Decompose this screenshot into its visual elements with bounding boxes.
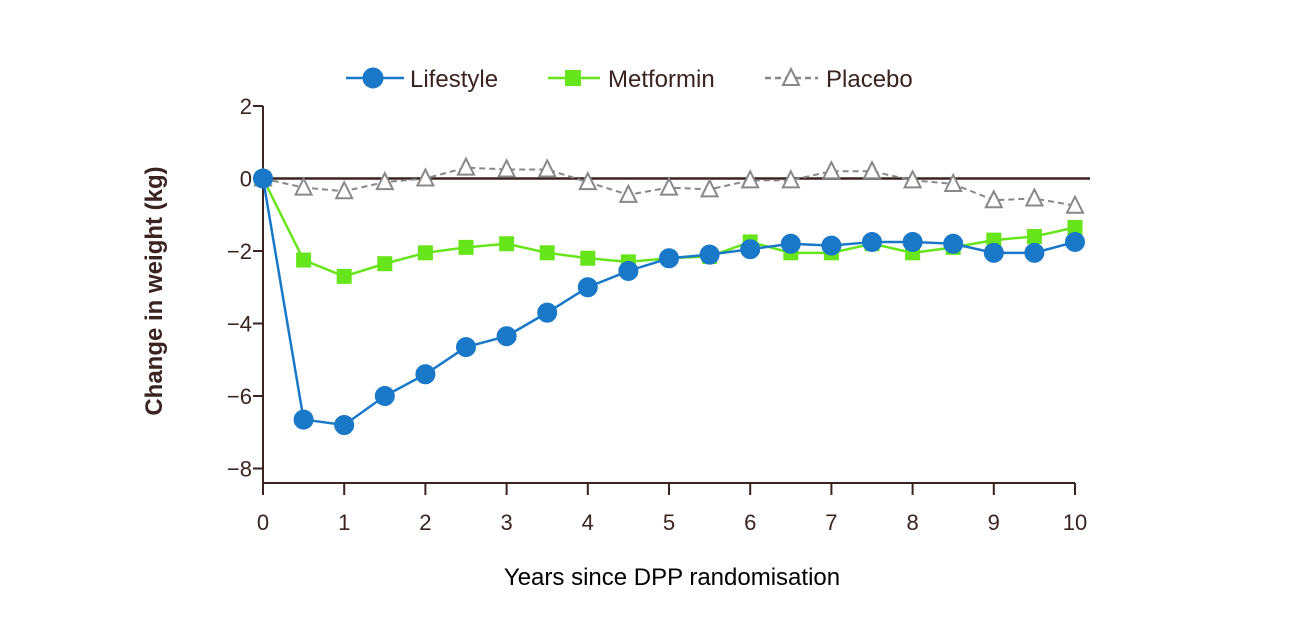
metformin-point [499, 236, 515, 252]
placebo-point [781, 169, 801, 189]
lifestyle-point [537, 302, 558, 323]
y-tick-label: 0 [240, 167, 252, 192]
placebo-point [578, 170, 598, 191]
lifestyle-point [618, 260, 639, 281]
x-tick-label: 10 [1063, 510, 1087, 535]
y-tick-label: −8 [227, 457, 252, 482]
x-tick-label: 1 [338, 510, 350, 535]
metformin-point [377, 256, 393, 272]
placebo-point [821, 160, 842, 180]
y-tick-label: −2 [227, 239, 252, 264]
lifestyle-point [415, 364, 436, 385]
x-axis-title: Years since DPP randomisation [504, 564, 840, 591]
placebo-point [496, 158, 517, 178]
placebo-point [984, 189, 1004, 209]
lifestyle-point [821, 235, 842, 256]
lifestyle-point [659, 248, 679, 269]
x-tick-label: 9 [988, 510, 1000, 535]
placebo-point [618, 183, 639, 203]
lifestyle-point [577, 277, 598, 298]
lifestyle-point [1024, 242, 1045, 263]
placebo-point [456, 156, 476, 176]
y-tick-label: −4 [227, 312, 252, 337]
legend-marker-lifestyle [362, 67, 384, 89]
x-tick-label: 5 [663, 510, 675, 535]
lifestyle-point [374, 386, 395, 406]
placebo-point [293, 176, 314, 196]
series-placebo [253, 156, 1085, 214]
lifestyle-point [943, 233, 964, 254]
series-lifestyle [253, 168, 1085, 435]
metformin-point [458, 239, 474, 255]
x-tick-label: 2 [419, 510, 431, 535]
x-tick-label: 3 [500, 510, 512, 535]
y-tick-label: 2 [240, 94, 252, 119]
legend-label-lifestyle: Lifestyle [410, 66, 498, 93]
placebo-point [1065, 194, 1085, 214]
lifestyle-point [1065, 231, 1085, 252]
lifestyle-point [456, 337, 476, 358]
y-axis-title: Change in weight (kg) [141, 166, 168, 415]
placebo-point [415, 167, 436, 187]
legend-label-metformin: Metformin [608, 66, 715, 93]
placebo-point [537, 158, 557, 178]
placebo-point [902, 169, 923, 189]
y-ticks: 2 0 −2 −4 −6 −8 [227, 94, 263, 482]
placebo-point [943, 172, 963, 192]
y-tick-label: −6 [227, 384, 252, 409]
lifestyle-point [699, 244, 720, 265]
legend-marker-metformin [565, 70, 581, 86]
legend-item-placebo: Placebo [765, 66, 913, 93]
legend: Lifestyle Metformin Placebo [346, 66, 913, 93]
x-ticks: 0 1 2 3 4 5 6 7 8 9 10 [257, 483, 1087, 535]
legend-item-lifestyle: Lifestyle [346, 66, 498, 93]
placebo-point [334, 179, 354, 200]
placebo-point [375, 170, 395, 191]
lifestyle-point [862, 231, 882, 252]
x-tick-label: 0 [257, 510, 269, 535]
metformin-point [336, 268, 352, 284]
lifestyle-point [334, 415, 355, 435]
lifestyle-point [780, 233, 801, 254]
x-tick-label: 6 [744, 510, 756, 535]
x-tick-label: 7 [825, 510, 837, 535]
placebo-point [1024, 187, 1045, 207]
axes [262, 106, 1090, 484]
metformin-point [1067, 219, 1083, 235]
legend-label-placebo: Placebo [826, 66, 913, 93]
lifestyle-point [902, 231, 923, 252]
x-tick-label: 8 [906, 510, 918, 535]
plot-series [253, 156, 1085, 435]
lifestyle-point [253, 168, 273, 189]
lifestyle-point [983, 242, 1004, 263]
placebo-point [862, 160, 882, 180]
x-tick-label: 4 [582, 510, 594, 535]
legend-item-metformin: Metformin [548, 66, 715, 93]
metformin-point [580, 250, 596, 266]
placebo-point [659, 176, 679, 196]
metformin-point [1026, 229, 1042, 244]
metformin-point [539, 245, 555, 261]
lifestyle-point [293, 409, 314, 430]
metformin-point [296, 252, 312, 268]
placebo-point [699, 178, 720, 198]
legend-marker-placebo [781, 66, 801, 86]
lifestyle-point [496, 326, 517, 347]
placebo-point [740, 169, 760, 189]
metformin-point [417, 245, 433, 261]
lifestyle-point [740, 239, 761, 260]
